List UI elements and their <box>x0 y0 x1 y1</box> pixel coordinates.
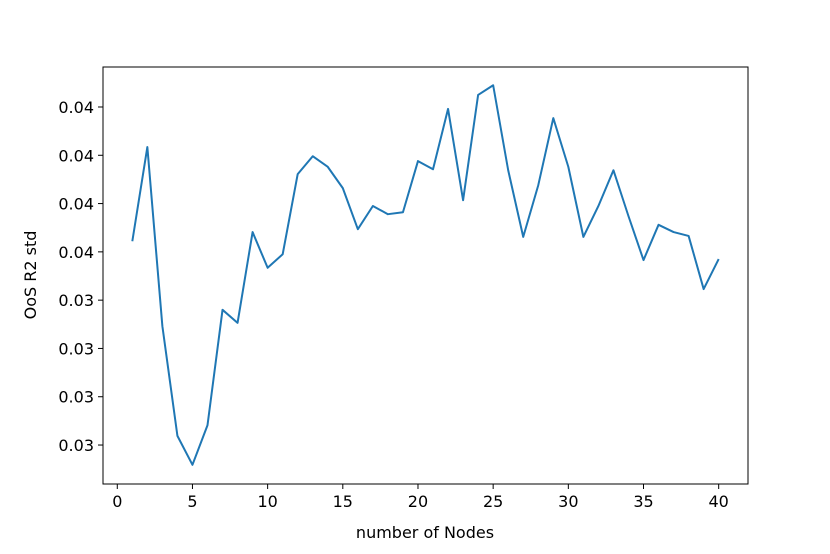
y-tick-label: 0.03 <box>58 339 94 358</box>
x-tick-label: 10 <box>257 492 277 511</box>
x-tick-label: 40 <box>709 492 729 511</box>
y-tick-label: 0.03 <box>58 291 94 310</box>
y-tick-label: 0.04 <box>58 195 94 214</box>
x-axis-label: number of Nodes <box>356 523 494 542</box>
y-tick-label: 0.03 <box>58 388 94 407</box>
y-tick-label: 0.04 <box>58 146 94 165</box>
y-tick-label: 0.04 <box>58 98 94 117</box>
y-tick-label: 0.04 <box>58 243 94 262</box>
x-tick-label: 15 <box>333 492 353 511</box>
x-tick-label: 20 <box>408 492 428 511</box>
y-tick-label: 0.03 <box>58 436 94 455</box>
x-tick-label: 30 <box>558 492 578 511</box>
plot-frame <box>102 66 749 485</box>
line <box>131 84 720 466</box>
x-tick-label: 5 <box>187 492 197 511</box>
x-tick-label: 0 <box>112 492 122 511</box>
x-tick-label: 35 <box>633 492 653 511</box>
y-axis-label: OoS R2 std <box>21 231 40 320</box>
x-tick-label: 25 <box>483 492 503 511</box>
